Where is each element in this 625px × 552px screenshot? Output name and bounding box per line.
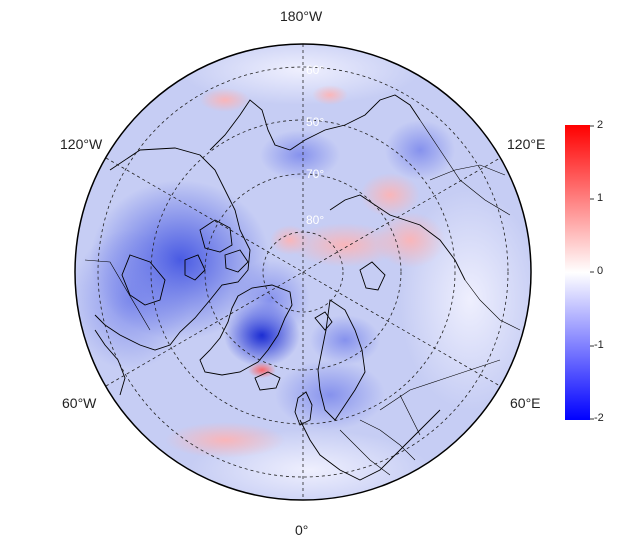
coast-novaya <box>359 261 386 291</box>
field-red-central <box>290 223 400 267</box>
field-blue-westcanada <box>75 230 190 370</box>
colorbar-bar <box>565 125 590 420</box>
field-red-siberia <box>360 173 420 217</box>
lon-label-60e: 60°E <box>510 395 541 411</box>
lon-label-0: 0° <box>295 522 309 538</box>
field-blue-arctic <box>230 260 310 340</box>
coast-alaska <box>209 99 291 151</box>
colorbar-label-neg1: -1 <box>594 339 604 351</box>
lat-label-50: 50° <box>306 115 324 129</box>
coast-greenland <box>199 284 293 376</box>
colorbar-label-neg2: -2 <box>594 412 604 424</box>
field-red-northpac <box>312 85 348 105</box>
lat-circle-60 <box>150 119 456 425</box>
field-blue-atlantic <box>275 360 385 430</box>
border-russia-1 <box>379 359 501 411</box>
latitude-labels: 60° 50° 70° 80° <box>306 63 324 227</box>
coast-hudson <box>121 254 166 306</box>
coast-scandinavia <box>317 299 366 421</box>
lat-label-70: 70° <box>306 167 324 181</box>
field-red-bering <box>200 88 250 112</box>
coast-svalbard <box>314 311 333 331</box>
lon-label-120e: 120°E <box>507 136 546 152</box>
border-usa-canada <box>84 259 151 331</box>
field-red-northatlantic <box>165 422 285 458</box>
lon-label-120w: 120°W <box>60 136 103 152</box>
coast-siberia-east <box>289 94 421 151</box>
lat-circle-50 <box>97 66 509 478</box>
border-asia-1 <box>464 279 521 331</box>
field-blue-pacific <box>260 130 340 180</box>
field-red-east <box>375 212 445 268</box>
coast-canada-islands <box>184 219 249 281</box>
anomaly-field <box>75 44 531 500</box>
border-europe-2 <box>359 419 416 461</box>
field-red-iceland <box>248 362 276 378</box>
colorbar-label-1: 1 <box>597 192 604 204</box>
border-russia-2 <box>419 119 511 216</box>
country-borders <box>84 119 521 476</box>
coast-europe <box>299 409 441 481</box>
colorbar-ticks <box>590 125 594 420</box>
field-blue-siberia <box>385 120 455 180</box>
map-outline <box>74 43 532 501</box>
lat-circle-70 <box>204 173 402 371</box>
field-red-pole <box>270 225 310 255</box>
colorbar <box>565 125 594 420</box>
border-europe-1 <box>339 429 391 476</box>
border-asia-2 <box>429 164 506 181</box>
colorbar-label-0: 0 <box>597 265 604 277</box>
lat-label-60: 60° <box>306 63 324 77</box>
coast-canada <box>94 147 251 351</box>
meridian-120 <box>105 157 501 387</box>
coast-britain <box>294 391 313 426</box>
meridian-60 <box>105 157 501 387</box>
lon-label-60w: 60°W <box>62 395 97 411</box>
longitude-grid <box>105 44 501 500</box>
border-europe-3 <box>399 394 421 436</box>
lon-label-180w: 180°W <box>280 8 323 24</box>
coast-iceland <box>254 371 281 391</box>
colorbar-label-2: 2 <box>597 119 604 131</box>
lat-label-80: 80° <box>306 213 324 227</box>
